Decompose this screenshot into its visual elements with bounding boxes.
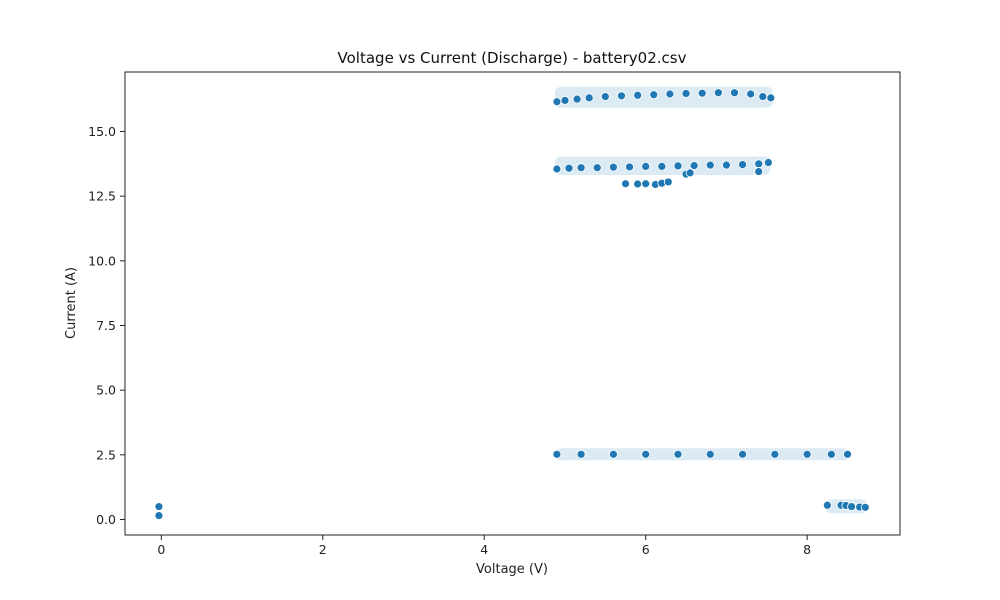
scatter-point [738, 449, 747, 459]
chart-title: Voltage vs Current (Discharge) - battery… [338, 49, 687, 67]
y-tick-label: 2.5 [96, 447, 116, 462]
scatter-point [641, 449, 651, 459]
x-axis-ticks: 0 2 4 6 8 [157, 535, 811, 557]
scatter-point [665, 89, 675, 99]
scatter-point [697, 88, 707, 98]
scatter-point [766, 93, 776, 103]
scatter-point [621, 179, 630, 189]
scatter-point [633, 90, 643, 100]
data-points [154, 88, 870, 521]
scatter-point [600, 92, 610, 101]
scatter-point [657, 162, 667, 171]
scatter-point [673, 449, 683, 459]
scatter-point [625, 162, 634, 172]
scatter-point [730, 88, 739, 98]
scatter-point [847, 502, 856, 511]
y-tick-label: 5.0 [96, 383, 116, 398]
scatter-point [860, 502, 870, 512]
scatter-point [154, 502, 164, 511]
scatter-point [722, 160, 731, 170]
scatter-point [826, 449, 836, 459]
scatter-point [576, 449, 586, 459]
scatter-point [572, 94, 582, 104]
x-tick-label: 0 [157, 542, 165, 557]
scatter-point [673, 161, 683, 171]
x-axis-label: Voltage (V) [476, 562, 548, 577]
scatter-point [564, 163, 574, 173]
y-tick-label: 7.5 [96, 318, 116, 333]
y-tick-label: 0.0 [96, 512, 116, 527]
scatter-point [764, 158, 773, 167]
scatter-point [822, 500, 832, 510]
scatter-point [560, 96, 570, 105]
scatter-point [552, 449, 562, 459]
scatter-point [802, 449, 812, 459]
scatter-point [584, 93, 594, 103]
scatter-point [633, 179, 643, 189]
scatter-point [154, 511, 164, 521]
scatter-point [552, 97, 562, 107]
x-tick-label: 6 [642, 542, 650, 557]
scatter-point [705, 449, 715, 459]
scatter-point [649, 90, 659, 100]
x-tick-label: 4 [480, 542, 488, 557]
scatter-point [552, 164, 562, 174]
scatter-point [609, 449, 618, 459]
scatter-point [754, 167, 764, 176]
scatter-point [843, 449, 852, 459]
scatter-point [685, 168, 695, 178]
y-tick-label: 15.0 [88, 124, 116, 139]
y-tick-label: 12.5 [88, 189, 116, 204]
scatter-point [681, 89, 691, 98]
scatter-point [617, 91, 626, 101]
scatter-point [641, 162, 651, 171]
scatter-point [738, 160, 747, 170]
x-tick-label: 2 [319, 542, 327, 557]
scatter-point [713, 88, 723, 98]
scatter-point [641, 179, 651, 189]
y-tick-label: 10.0 [88, 253, 116, 268]
y-axis-ticks: 0.0 2.5 5.0 7.5 10.0 12.5 15.0 [88, 124, 125, 527]
scatter-point [770, 449, 780, 459]
scatter-point [758, 92, 768, 101]
scatter-point [609, 162, 618, 172]
scatter-point [663, 177, 673, 187]
scatter-point [705, 160, 715, 170]
scatter-point [746, 89, 756, 99]
scatter-point [592, 163, 602, 173]
scatter-point [754, 159, 764, 169]
scatter-point [689, 161, 699, 171]
plot-area [124, 71, 901, 536]
scatter-point [576, 163, 586, 173]
x-tick-label: 8 [803, 542, 811, 557]
y-axis-label: Current (A) [64, 267, 79, 339]
